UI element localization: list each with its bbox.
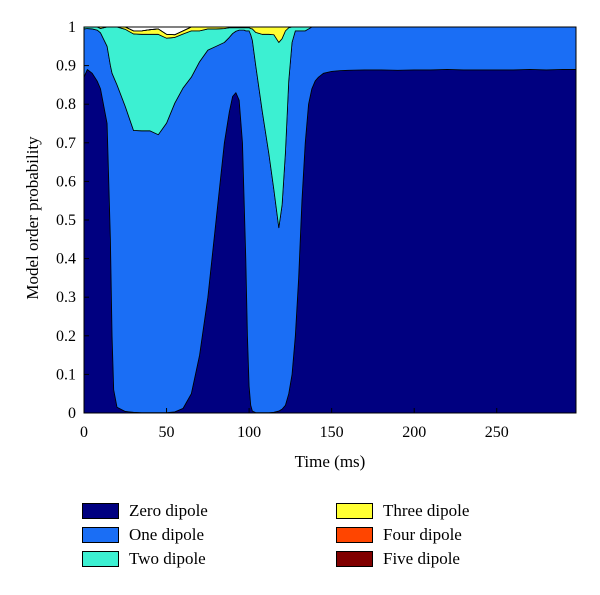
y-tick-label: 0.5 (56, 212, 76, 229)
y-tick-label: 0.2 (56, 328, 76, 345)
y-tick-label: 0 (68, 405, 76, 422)
y-tick-label: 0.9 (56, 58, 76, 75)
x-tick-label: 100 (237, 424, 261, 441)
y-tick-label: 0.8 (56, 96, 76, 113)
x-tick-label: 0 (80, 424, 88, 441)
y-tick-label: 1 (68, 19, 76, 36)
y-tick-label: 0.1 (56, 366, 76, 383)
series-areas (83, 26, 577, 414)
x-tick-label: 50 (159, 424, 175, 441)
x-tick-label: 150 (320, 424, 344, 441)
y-tick-label: 0.3 (56, 289, 76, 306)
x-axis-label: Time (ms) (295, 452, 366, 471)
y-axis-label: Model order probability (23, 136, 42, 300)
y-tick-label: 0.7 (56, 135, 76, 152)
x-tick-label: 200 (402, 424, 426, 441)
y-tick-label: 0.6 (56, 173, 76, 190)
x-axis-ticks: 0 50 100 150 200 250 (80, 408, 509, 441)
x-tick-label: 250 (485, 424, 509, 441)
y-axis-ticks: 0 0.1 0.2 0.3 0.4 0.5 0.6 0.7 0.8 0.9 1 (56, 19, 89, 422)
y-tick-label: 0.4 (56, 251, 76, 268)
